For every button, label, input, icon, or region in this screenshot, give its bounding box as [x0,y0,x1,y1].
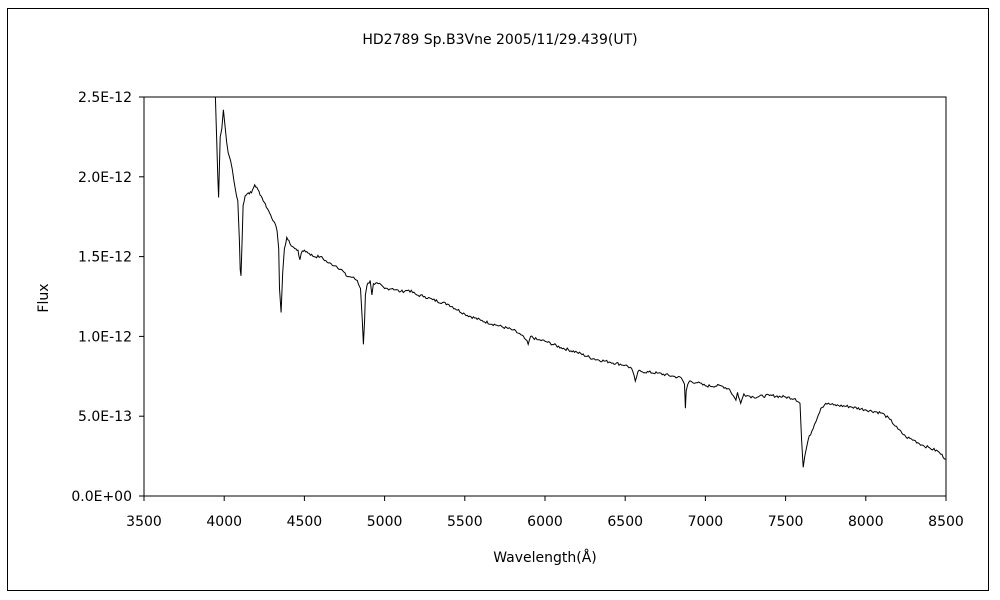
x-tick-label: 5500 [447,514,483,530]
x-tick-label: 4500 [287,514,323,530]
x-tick-label: 3500 [126,514,162,530]
x-tick-label: 6000 [527,514,563,530]
x-axis-ticks: 3500 4000 4500 5000 5500 6000 6500 7000 7500 8000… [126,496,964,530]
y-tick-label: 1.5E-12 [78,250,132,266]
y-tick-label: 2.5E-12 [78,90,132,106]
y-axis-ticks: 0.0E+00 5.0E-13 1.0E-12 1.5E-12 2.0E-12 2.5E-… [71,90,144,505]
plot-area [143,96,947,497]
x-tick-label: 6500 [607,514,643,530]
y-axis-label: Flux [36,283,52,312]
x-tick-label: 4000 [206,514,242,530]
x-tick-label: 8500 [928,514,964,530]
chart-title: HD2789 Sp.B3Vne 2005/11/29.439(UT) [362,32,637,48]
x-axis-label: Wavelength(Å) [493,549,597,566]
y-tick-label: 0.0E+00 [71,489,132,505]
x-tick-label: 7000 [688,514,724,530]
spectrum-line [214,96,947,468]
x-tick-label: 7500 [768,514,804,530]
y-tick-label: 5.0E-13 [78,409,132,425]
x-tick-label: 5000 [367,514,403,530]
y-tick-label: 1.0E-12 [78,329,132,345]
y-tick-label: 2.0E-12 [78,170,132,186]
x-tick-label: 8000 [848,514,884,530]
